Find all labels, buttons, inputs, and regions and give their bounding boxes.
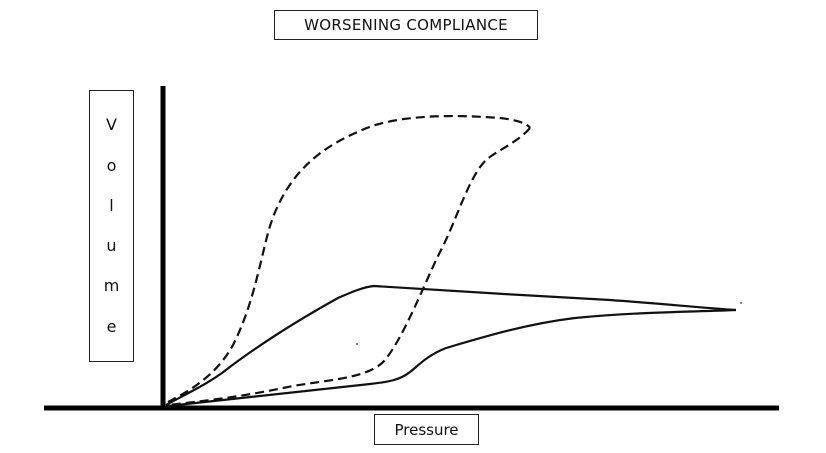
speck-dot <box>740 302 742 304</box>
dashed-loop-deflation <box>167 127 531 407</box>
x-axis-label: Pressure <box>394 420 459 439</box>
y-axis-label-letter: l <box>109 195 114 215</box>
x-axis-label-box: Pressure <box>374 414 479 445</box>
diagram-title-text: WORSENING COMPLIANCE <box>304 16 508 34</box>
y-axis-label-letter: V <box>106 115 117 135</box>
solid-loop-inflation <box>165 284 737 406</box>
y-axis-label-letter: e <box>106 316 117 336</box>
speck-dot <box>356 343 358 345</box>
y-axis-label-letter: o <box>106 155 117 175</box>
y-axis-label-letter: u <box>106 236 117 256</box>
solid-loop-deflation <box>167 308 737 408</box>
y-axis-label-letter: m <box>103 276 120 296</box>
diagram-title: WORSENING COMPLIANCE <box>274 10 538 40</box>
dashed-loop-inflation <box>167 114 531 403</box>
